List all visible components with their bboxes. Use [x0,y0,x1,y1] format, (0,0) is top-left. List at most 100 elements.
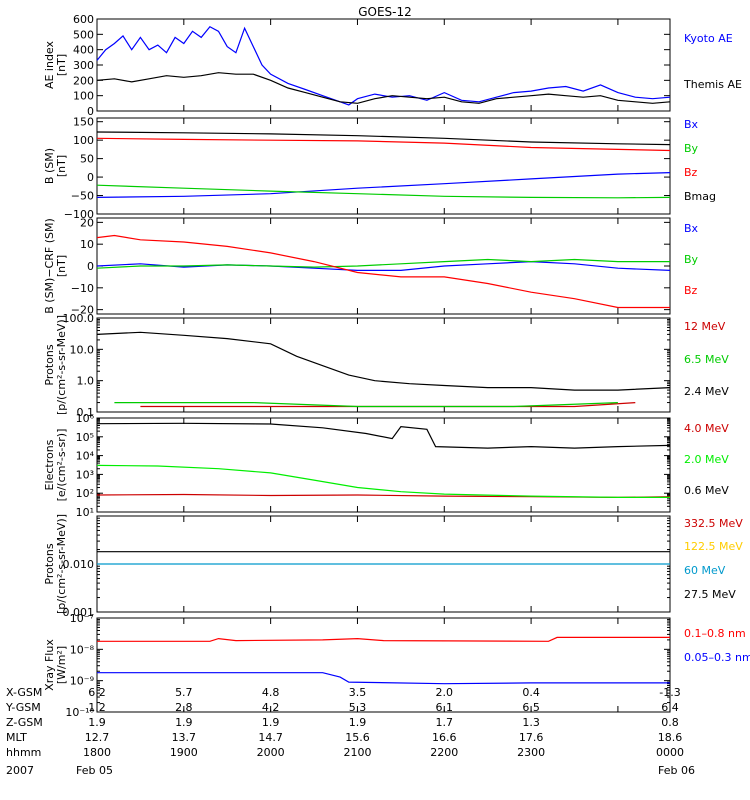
x-table-value: 1800 [83,746,111,759]
series-line-6-5-mev [114,402,618,408]
x-table-value: 18.6 [658,731,683,744]
y-tick-label: −50 [71,190,94,203]
x-table-row-label: hhmm [6,746,41,759]
legend-entry: 0.1–0.8 nm [684,627,746,640]
x-table-value: 2000 [257,746,285,759]
y-tick-label: 10⁶ [76,412,95,425]
date-start-label: Feb 05 [76,764,113,777]
x-table-value: 2100 [343,746,371,759]
series-line-by [96,258,670,269]
legend-entry: Bmag [684,190,716,203]
legend-entry: 4.0 MeV [684,422,729,435]
series-line-2-4-mev [96,331,671,391]
panel-b_sm: −100 −50 0 50 100 150 B (SM) [nT] Bx By Bz Bmag [43,116,716,221]
y-axis-label: [nT] [55,155,68,177]
y-tick-label: 10⁴ [76,450,95,463]
series-line-bz [96,137,671,152]
panel-xray: 10⁻¹⁰ 10⁻⁹ 10⁻⁸ 10⁻⁷ Xray Flux [W/m²] 0.1–0.8 … [43,612,750,719]
y-tick-label: 400 [73,44,94,57]
y-tick-label: 300 [73,59,94,72]
y-axis-label: Electrons [43,439,56,490]
x-table-value: 4.2 [262,701,280,714]
x-table-value: 15.6 [345,731,370,744]
y-tick-label: 10.0 [70,343,95,356]
legend-entry: Kyoto AE [684,32,733,45]
panel-electrons: 10¹ 10² 10³ 10⁴ 10⁵ 10⁶ Electrons [e/(cm²-s-sr)… [43,412,729,519]
x-axis-table: 2007 Feb 05 Feb 06 X-GSM 6.2 5.7 4.8 3.5 2.0 0… [5,686,695,777]
series-line-0-05-0-3-nm [97,672,670,685]
y-tick-label: 10³ [76,468,94,481]
y-tick-label: 10¹ [76,506,94,519]
y-tick-label: 150 [73,116,94,129]
x-table-value: 1.2 [88,701,106,714]
y-tick-label: 0 [87,171,94,184]
series-line-2-0-mev [96,464,670,498]
series-line-bz [96,234,670,309]
x-table-value: 2.8 [175,701,193,714]
x-table-value: 0000 [656,746,684,759]
x-table-value: 5.7 [175,686,193,699]
x-table-value: 6.4 [661,701,679,714]
y-axis-label: [p/(cm²-s-sr-MeV)] [55,514,68,614]
legend-entry: 2.0 MeV [684,453,729,466]
series-line-kyoto-ae [96,25,671,106]
x-table-value: 6.5 [522,701,540,714]
y-tick-label: 0 [87,105,94,118]
series-line-bx [96,172,671,198]
y-tick-label: 100 [73,90,94,103]
y-axis-label: AE index [43,40,56,89]
x-table-value: -1.3 [659,686,680,699]
x-table-value: 6.1 [436,701,454,714]
legend-entry: 0.05–0.3 nm [684,651,750,664]
y-axis-label: Protons [43,543,56,584]
figure-title: GOES-12 [358,5,412,19]
x-table-value: 1.9 [262,716,280,729]
series-line-0-1-0-8-nm [97,636,670,642]
x-table-value: 0.8 [661,716,679,729]
panel-db_sm: −20 −10 0 10 20 B (SM)−CRF (SM) [nT] Bx By Bz [43,216,699,316]
y-axis-label: [W/m²] [55,646,68,684]
y-tick-label: −10 [71,282,94,295]
x-table-value: 1.9 [88,716,106,729]
series-line-by [96,184,671,199]
legend-entry: Bz [684,284,698,297]
series-line-0-6-mev [96,422,671,449]
panel-ae: 0 100 200 300 400 500 600 AE index [nT] Kyoto AE T… [43,13,742,118]
series-line-bmag [96,131,671,146]
legend-entry: 122.5 MeV [684,540,743,553]
y-tick-label: −20 [71,304,94,317]
x-table-value: 16.6 [432,731,457,744]
y-axis-label: Xray Flux [43,639,56,691]
x-table-value: 2200 [430,746,458,759]
legend-entry: 27.5 MeV [684,588,736,601]
x-table-value: 1.7 [436,716,454,729]
x-table-row-label: Z-GSM [6,716,43,729]
x-table-value: 13.7 [172,731,197,744]
x-table-row-label: MLT [6,731,27,744]
x-table-value: 1.9 [175,716,193,729]
legend-entry: 6.5 MeV [684,353,729,366]
legend-entry: Bx [684,222,699,235]
legend-entry: By [684,142,699,155]
y-axis-label: [p/(cm²-s-sr-MeV)] [55,315,68,415]
x-table-value: 12.7 [85,731,110,744]
y-tick-label: 10⁻⁸ [70,643,95,656]
y-tick-label: 10² [76,487,94,500]
y-tick-label: 0.010 [63,558,95,571]
x-table-value: 6.2 [88,686,106,699]
series-line-bx [96,260,671,271]
legend-entry: By [684,253,699,266]
y-tick-label: 1.0 [77,375,95,388]
y-axis-label: [e/(cm²-s-sr)] [55,429,68,502]
y-tick-label: 10⁻⁷ [70,612,94,625]
y-tick-label: −100 [64,208,94,221]
y-axis-label: [nT] [55,255,68,277]
x-table-value: 3.5 [349,686,367,699]
y-tick-label: 50 [80,153,94,166]
panel-protons_low: 0.1 1.0 10.0 100.0 Protons [p/(cm²-s-sr-MeV)]… [43,312,729,419]
x-table-value: 4.8 [262,686,280,699]
panel-frame [96,117,671,215]
y-tick-label: 10 [80,238,94,251]
